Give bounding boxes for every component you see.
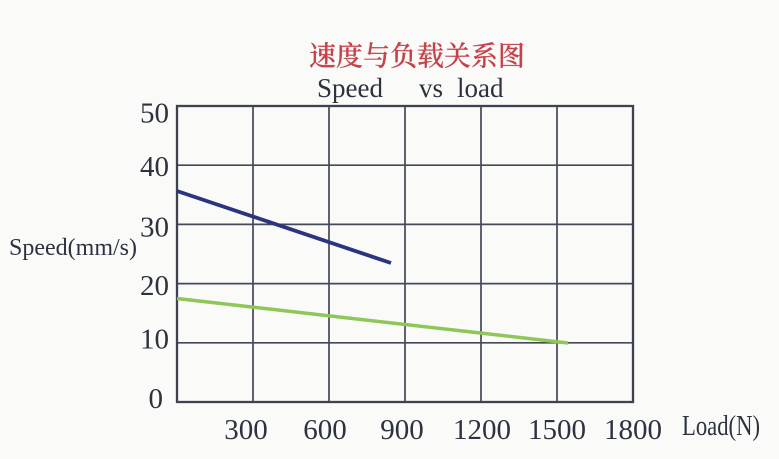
svg-text:10: 10 — [140, 324, 169, 356]
svg-text:900: 900 — [380, 414, 424, 446]
svg-text:50: 50 — [140, 98, 169, 130]
svg-text:30: 30 — [140, 212, 169, 244]
svg-text:40: 40 — [140, 151, 169, 183]
svg-text:1800: 1800 — [604, 414, 662, 446]
svg-text:vs: vs — [419, 73, 443, 103]
svg-text:Speed(mm/s): Speed(mm/s) — [9, 235, 137, 261]
svg-text:load: load — [457, 73, 504, 103]
svg-text:Speed: Speed — [317, 73, 383, 103]
svg-text:20: 20 — [140, 270, 169, 302]
svg-text:1500: 1500 — [528, 414, 586, 446]
svg-text:300: 300 — [224, 414, 268, 446]
svg-text:1200: 1200 — [453, 414, 511, 446]
svg-text:Load(N): Load(N) — [682, 410, 760, 442]
svg-text:600: 600 — [303, 414, 347, 446]
svg-text:0: 0 — [149, 383, 164, 415]
